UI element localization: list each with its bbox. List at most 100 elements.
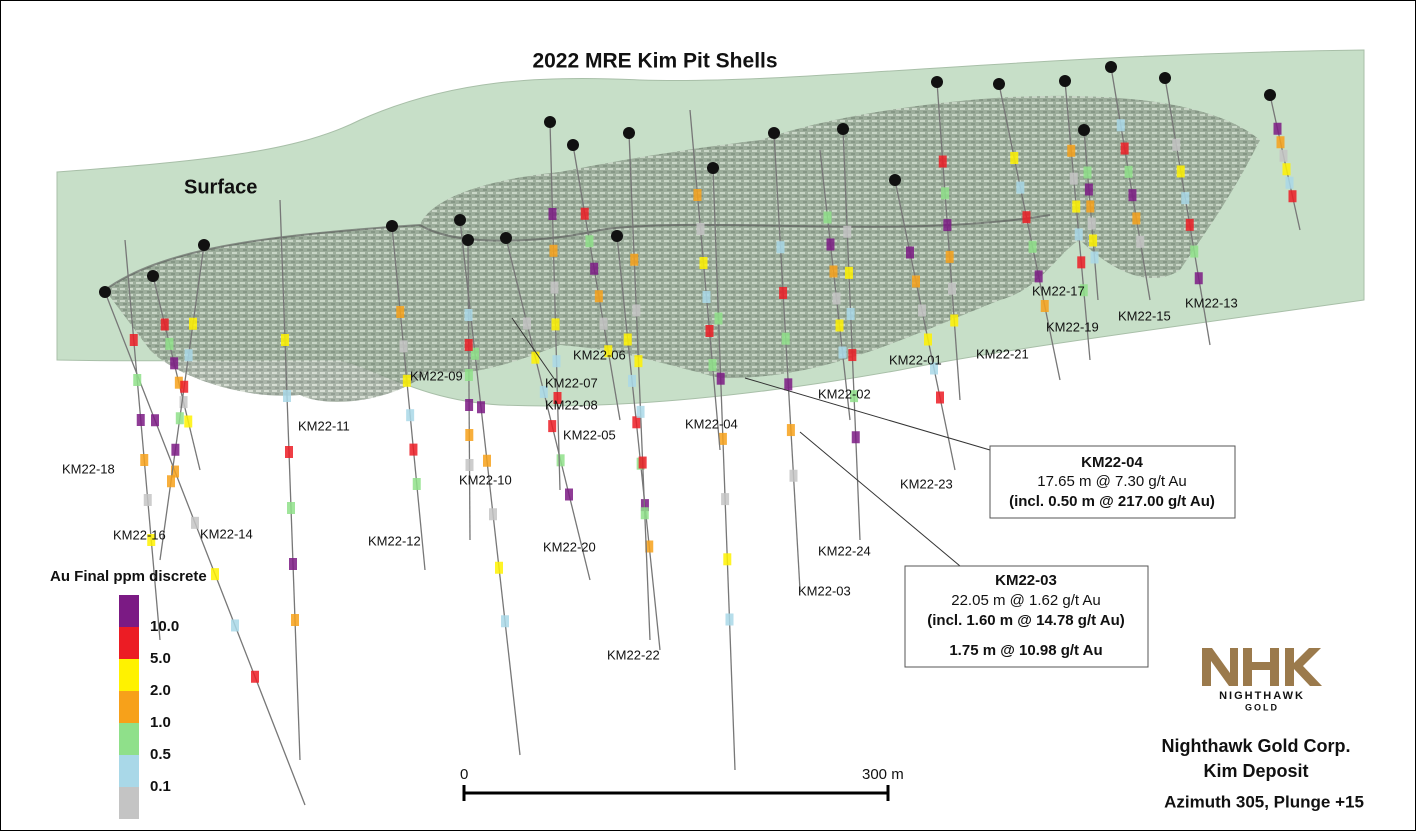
assay-interval <box>1069 172 1078 185</box>
legend-swatch <box>119 755 139 787</box>
assay-interval <box>843 225 852 238</box>
assay-interval <box>1016 181 1025 194</box>
assay-interval <box>501 615 509 628</box>
assay-interval <box>1194 272 1203 285</box>
assay-interval <box>285 446 293 458</box>
assay-interval <box>1185 218 1194 231</box>
assay-interval <box>1288 190 1297 203</box>
assay-interval <box>779 286 788 299</box>
pit-shells <box>105 95 1260 402</box>
drillhole-trace <box>712 167 736 771</box>
drillhole-trace <box>894 179 956 471</box>
callout-box <box>904 565 1149 668</box>
legend-swatch <box>119 691 139 723</box>
drillhole-trace <box>1269 94 1301 231</box>
assay-interval <box>696 223 705 235</box>
drillhole-trace <box>549 121 561 491</box>
assay-interval <box>838 346 847 359</box>
surface-label: Surface <box>184 176 257 198</box>
assay-interval <box>550 281 559 294</box>
hole-label: KM22-13 <box>1185 295 1238 310</box>
assay-interval <box>1190 245 1199 258</box>
assay-interval <box>632 416 641 429</box>
assay-interval <box>129 334 138 346</box>
assay-interval <box>630 253 639 266</box>
assay-interval <box>941 187 950 200</box>
assay-interval <box>835 319 844 332</box>
drillhole-trace <box>1164 77 1211 346</box>
collar <box>198 239 210 251</box>
leader-line <box>799 431 961 567</box>
legend-swatch <box>119 627 139 659</box>
collar <box>1159 72 1171 84</box>
assay-interval <box>924 333 932 346</box>
assay-interval <box>406 409 415 422</box>
assay-interval <box>1124 165 1133 178</box>
assay-interval <box>1132 212 1141 225</box>
collar <box>454 214 466 226</box>
callout-line: 17.65 m @ 7.30 g/t Au <box>1037 473 1187 490</box>
assay-interval <box>851 431 860 444</box>
hole-label: KM22-21 <box>976 346 1029 361</box>
assay-interval <box>1136 235 1145 248</box>
assay-interval <box>693 189 702 201</box>
assay-interval <box>402 374 411 387</box>
assay-interval <box>1181 192 1190 205</box>
assay-interval <box>171 443 180 456</box>
legend-label: 2.0 <box>150 682 171 699</box>
assay-interval <box>844 266 853 279</box>
assay-interval <box>699 257 708 269</box>
assay-interval <box>549 244 558 257</box>
hole-label: KM22-09 <box>410 368 463 383</box>
title: 2022 MRE Kim Pit Shells <box>532 50 777 73</box>
assay-interval <box>191 516 199 529</box>
assay-interval <box>950 314 959 327</box>
assay-interval <box>947 282 956 295</box>
assay-interval <box>412 478 421 490</box>
callout-box <box>989 445 1236 519</box>
collar <box>462 234 474 246</box>
assay-interval <box>789 469 798 482</box>
drillhole-trace <box>628 132 651 641</box>
assay-interval <box>628 374 637 387</box>
drillhole-trace <box>1110 66 1151 301</box>
assay-interval <box>179 396 188 409</box>
collar <box>1078 124 1090 136</box>
callout-line: 1.75 m @ 10.98 g/t Au <box>949 642 1102 659</box>
legend-label: 1.0 <box>150 714 171 731</box>
assay-interval <box>846 307 855 320</box>
scale-start: 0 <box>460 766 468 783</box>
assay-interval <box>599 317 608 330</box>
assay-interval <box>1010 152 1019 164</box>
assay-interval <box>495 561 503 574</box>
hole-label: KM22-19 <box>1046 319 1099 334</box>
drillhole-trace <box>1064 80 1091 361</box>
hole-label: KM22-10 <box>459 472 512 487</box>
collar <box>993 78 1005 90</box>
legend-swatch <box>119 787 139 819</box>
assay-interval <box>721 493 730 506</box>
collar <box>837 123 849 135</box>
assay-interval <box>1285 176 1294 189</box>
assay-interval <box>1120 142 1129 155</box>
legend-label: 5.0 <box>150 650 171 667</box>
assay-interval <box>464 339 473 351</box>
assay-interval <box>548 208 557 220</box>
drillhole-trace <box>391 225 426 571</box>
assay-interval <box>634 355 643 368</box>
assay-interval <box>781 332 790 345</box>
drillhole-trace <box>998 83 1061 381</box>
collar <box>611 230 623 242</box>
assay-interval <box>531 351 540 364</box>
drillhole-trace <box>773 132 801 591</box>
view-orientation: Azimuth 305, Plunge +15 <box>1164 792 1364 811</box>
assay-interval <box>399 340 408 353</box>
assay-interval <box>590 262 599 275</box>
hole-label: KM22-15 <box>1118 308 1171 323</box>
collar <box>567 139 579 151</box>
assay-interval <box>283 390 291 402</box>
assay-interval <box>133 374 142 386</box>
assay-interval <box>1089 234 1098 247</box>
assay-interval <box>585 235 594 248</box>
